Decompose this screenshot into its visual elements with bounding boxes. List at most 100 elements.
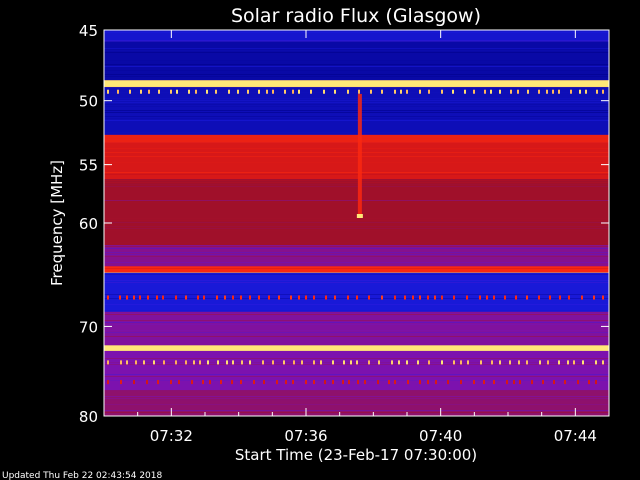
- spectral-texture-row: [104, 32, 609, 33]
- spectral-texture-row: [104, 228, 609, 229]
- interference-dot: [140, 89, 142, 94]
- spectral-texture-row: [104, 410, 609, 411]
- spectral-texture-row: [104, 274, 609, 275]
- interference-dot: [538, 295, 540, 300]
- interference-dot: [510, 89, 512, 94]
- interference-dot: [266, 89, 268, 94]
- interference-dot: [126, 360, 128, 365]
- frequency-band: [104, 266, 609, 273]
- interference-dot: [391, 360, 393, 365]
- interference-dot: [290, 295, 292, 300]
- interference-dot: [435, 380, 437, 385]
- interference-dot: [119, 295, 121, 300]
- interference-dot: [368, 295, 370, 300]
- spectral-texture-row: [104, 134, 609, 135]
- updated-timestamp: Updated Thu Feb 22 02:43:54 2018: [2, 471, 163, 480]
- interference-dot: [170, 380, 172, 385]
- spectral-texture-row: [104, 186, 609, 187]
- frequency-band: [104, 30, 609, 42]
- interference-dot: [546, 89, 548, 94]
- interference-dot: [199, 360, 201, 365]
- interference-dot: [547, 360, 549, 365]
- interference-dot: [232, 360, 234, 365]
- interference-dot: [241, 360, 243, 365]
- interference-dot: [249, 295, 251, 300]
- interference-dot: [292, 89, 294, 94]
- interference-dot: [313, 380, 315, 385]
- interference-dot: [381, 89, 383, 94]
- frequency-band: [104, 345, 609, 351]
- interference-dot: [499, 360, 501, 365]
- frequency-band: [104, 311, 609, 346]
- interference-dot: [526, 295, 528, 300]
- interference-dot: [209, 380, 211, 385]
- interference-dot: [568, 295, 570, 300]
- spectral-texture-row: [104, 66, 609, 67]
- interference-dot: [441, 89, 443, 94]
- spectral-texture-row: [104, 256, 609, 257]
- interference-dot: [228, 89, 230, 94]
- spectral-texture-row: [104, 304, 609, 305]
- interference-dot: [343, 360, 345, 365]
- interference-dot: [175, 360, 177, 365]
- spectral-texture-row: [104, 74, 609, 75]
- interference-dot: [453, 295, 455, 300]
- interference-dot: [262, 360, 264, 365]
- interference-dot: [493, 295, 495, 300]
- interference-dot: [305, 295, 307, 300]
- interference-dot: [564, 380, 566, 385]
- interference-dot: [394, 295, 396, 300]
- interference-dot: [107, 360, 109, 365]
- spectral-texture-row: [104, 118, 609, 119]
- interference-dot: [378, 360, 380, 365]
- interference-dot: [153, 360, 155, 365]
- interference-dot: [486, 295, 488, 300]
- interference-dot: [129, 89, 131, 94]
- spectral-texture-row: [104, 100, 609, 101]
- x-tick-label: 07:36: [284, 427, 327, 445]
- interference-dot: [515, 295, 517, 300]
- interference-dot: [163, 360, 165, 365]
- spectral-texture-row: [104, 98, 609, 99]
- interference-dot: [552, 89, 554, 94]
- interference-dot: [588, 380, 590, 385]
- interference-dot: [325, 295, 327, 300]
- interference-dot: [143, 360, 145, 365]
- interference-dot: [126, 295, 128, 300]
- interference-dot: [240, 295, 242, 300]
- interference-dot: [453, 360, 455, 365]
- interference-dot: [216, 295, 218, 300]
- spectral-texture-row: [104, 390, 609, 391]
- interference-dot: [350, 360, 352, 365]
- interference-dot: [467, 360, 469, 365]
- interference-dot: [133, 295, 135, 300]
- interference-dot: [558, 360, 560, 365]
- spectral-texture-row: [104, 254, 609, 255]
- interference-dot: [398, 360, 400, 365]
- y-tick-label: 60: [79, 215, 98, 233]
- interference-dot: [370, 89, 372, 94]
- x-tick-label: 07:40: [419, 427, 462, 445]
- interference-dot: [176, 89, 178, 94]
- interference-dot: [513, 380, 515, 385]
- interference-dot: [434, 295, 436, 300]
- interference-dot: [178, 380, 180, 385]
- interference-dot: [406, 89, 408, 94]
- spectral-texture-row: [104, 380, 609, 381]
- interference-dot: [483, 380, 485, 385]
- spectral-texture-row: [104, 50, 609, 51]
- interference-dot: [567, 360, 569, 365]
- interference-dot: [428, 360, 430, 365]
- interference-dot: [268, 295, 270, 300]
- radio-burst: [357, 93, 362, 218]
- spectral-texture-row: [104, 314, 609, 315]
- interference-dot: [195, 89, 197, 94]
- interference-dot: [107, 295, 109, 300]
- y-tick-label: 70: [79, 318, 98, 336]
- interference-dot: [499, 89, 501, 94]
- interference-dot: [579, 89, 581, 94]
- interference-dot: [324, 380, 326, 385]
- interference-dot: [558, 89, 560, 94]
- spectral-texture-row: [104, 322, 609, 323]
